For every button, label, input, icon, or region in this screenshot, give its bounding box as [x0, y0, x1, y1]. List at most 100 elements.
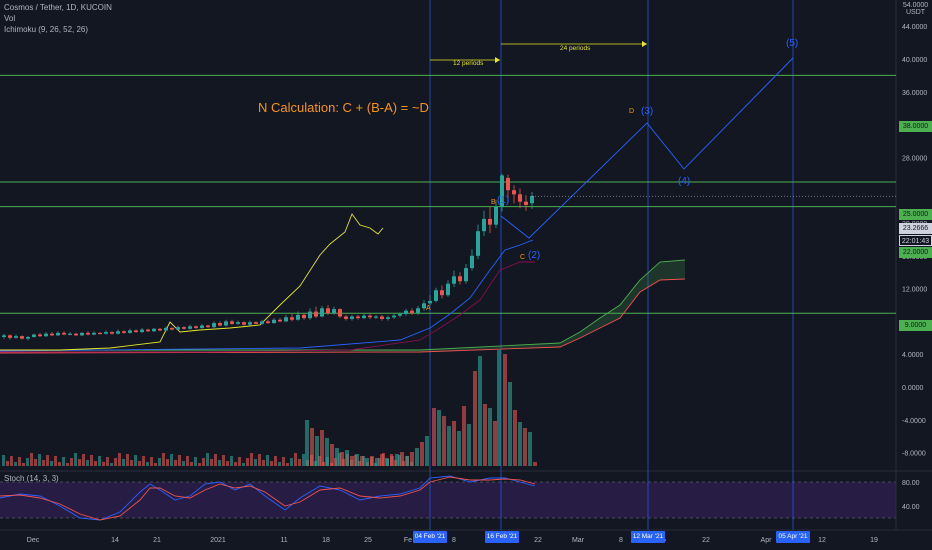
candle-body [434, 290, 438, 301]
candle-body [386, 317, 390, 319]
volume-bar [375, 458, 379, 466]
volume-bar [270, 461, 273, 466]
volume-bar [26, 458, 29, 466]
volume-bar [266, 455, 269, 466]
period-count-12: 12 periods [453, 60, 484, 67]
volume-bar [190, 462, 193, 466]
candle-body [350, 316, 354, 319]
volume-bar [302, 454, 305, 466]
candle-body [134, 330, 138, 333]
candle-body [74, 333, 78, 336]
candle-body [86, 332, 90, 335]
volume-bar [355, 454, 359, 466]
candle-body [98, 332, 102, 335]
volume-bar [50, 461, 53, 466]
volume-bar [278, 462, 281, 466]
volume-bar [318, 456, 321, 466]
volume-bar [254, 459, 257, 466]
candle-body [326, 308, 330, 314]
candle-body [494, 206, 498, 225]
stochastic-legend[interactable]: Stoch (14, 3, 3) [4, 474, 59, 483]
volume-bar [345, 450, 349, 466]
candle-body [212, 323, 216, 328]
volume-bar [358, 461, 361, 466]
candle-body [344, 316, 348, 319]
candle-body [338, 309, 342, 317]
volume-bar [290, 458, 293, 466]
volume-bar [106, 457, 109, 466]
volume-bar [170, 454, 173, 466]
leading-span-a [0, 259, 686, 351]
volume-bar [158, 458, 161, 466]
wave-4-label: (4) [678, 176, 691, 187]
time-axis-label: 12 [818, 537, 826, 544]
volume-bar [315, 436, 319, 466]
candle-body [188, 326, 192, 329]
candle-body [260, 321, 264, 324]
candle-body [56, 332, 60, 336]
volume-bar [246, 458, 249, 466]
candle-body [152, 328, 156, 332]
volume-bar [493, 421, 497, 466]
level-22-price-tag: 22.0000 [899, 247, 932, 258]
candle-body [206, 325, 210, 328]
candle-body [68, 333, 72, 335]
volume-bar [274, 456, 277, 466]
time-axis-label: 25 [364, 537, 372, 544]
volume-bar [166, 459, 169, 466]
candle-body [80, 332, 84, 336]
volume-bar [58, 462, 61, 466]
period-count-24: 24 periods [560, 45, 591, 52]
volume-bar [258, 454, 261, 466]
price-axis-label: 36.0000 [902, 90, 927, 97]
candle-body [278, 319, 282, 322]
volume-bar [425, 436, 429, 466]
volume-bar [513, 410, 517, 466]
candle-body [488, 218, 492, 225]
period-arrow-head [495, 57, 500, 63]
volume-bar [478, 356, 482, 466]
volume-legend[interactable]: Vol [4, 14, 16, 23]
candle-body [32, 334, 36, 337]
time-axis-label: 22 [534, 537, 542, 544]
candle-body [62, 332, 66, 335]
chikou-span [0, 213, 384, 351]
candle-body [302, 314, 306, 319]
volume-bar [238, 457, 241, 466]
volume-bar [360, 456, 364, 466]
candle-body [26, 336, 30, 339]
candle-body [116, 331, 120, 334]
candle-body [284, 317, 288, 322]
volume-bar [432, 408, 436, 466]
candle-body [374, 316, 378, 318]
point-d-label: D [629, 108, 635, 115]
candle-body [230, 321, 234, 324]
volume-bar [34, 459, 37, 466]
volume-bar [154, 463, 157, 466]
volume-bar [286, 463, 289, 466]
volume-bar [118, 453, 121, 466]
symbol-title[interactable]: Cosmos / Tether, 1D, KUCOIN [4, 3, 112, 12]
point-b-label: B [491, 199, 496, 206]
date-tag-16-feb: 16 Feb '21 [485, 531, 519, 543]
ichimoku-legend[interactable]: Ichimoku (9, 26, 52, 26) [4, 25, 89, 34]
volume-bar [82, 454, 85, 466]
volume-bar [335, 448, 339, 466]
candle-body [332, 309, 336, 314]
time-axis-label: Fe [404, 537, 412, 544]
candle-body [218, 323, 222, 326]
candle-body [266, 321, 270, 324]
candle-body [92, 332, 96, 335]
candle-body [122, 331, 126, 333]
volume-bar [340, 452, 344, 466]
candle-body [14, 336, 18, 338]
level-25-price-tag: 25.0000 [899, 209, 932, 220]
wave-3-label: (3) [641, 106, 654, 117]
volume-bar [370, 456, 374, 466]
candle-body [164, 327, 168, 331]
volume-bar [110, 463, 113, 466]
volume-bar [320, 430, 324, 466]
volume-bar [305, 420, 309, 466]
